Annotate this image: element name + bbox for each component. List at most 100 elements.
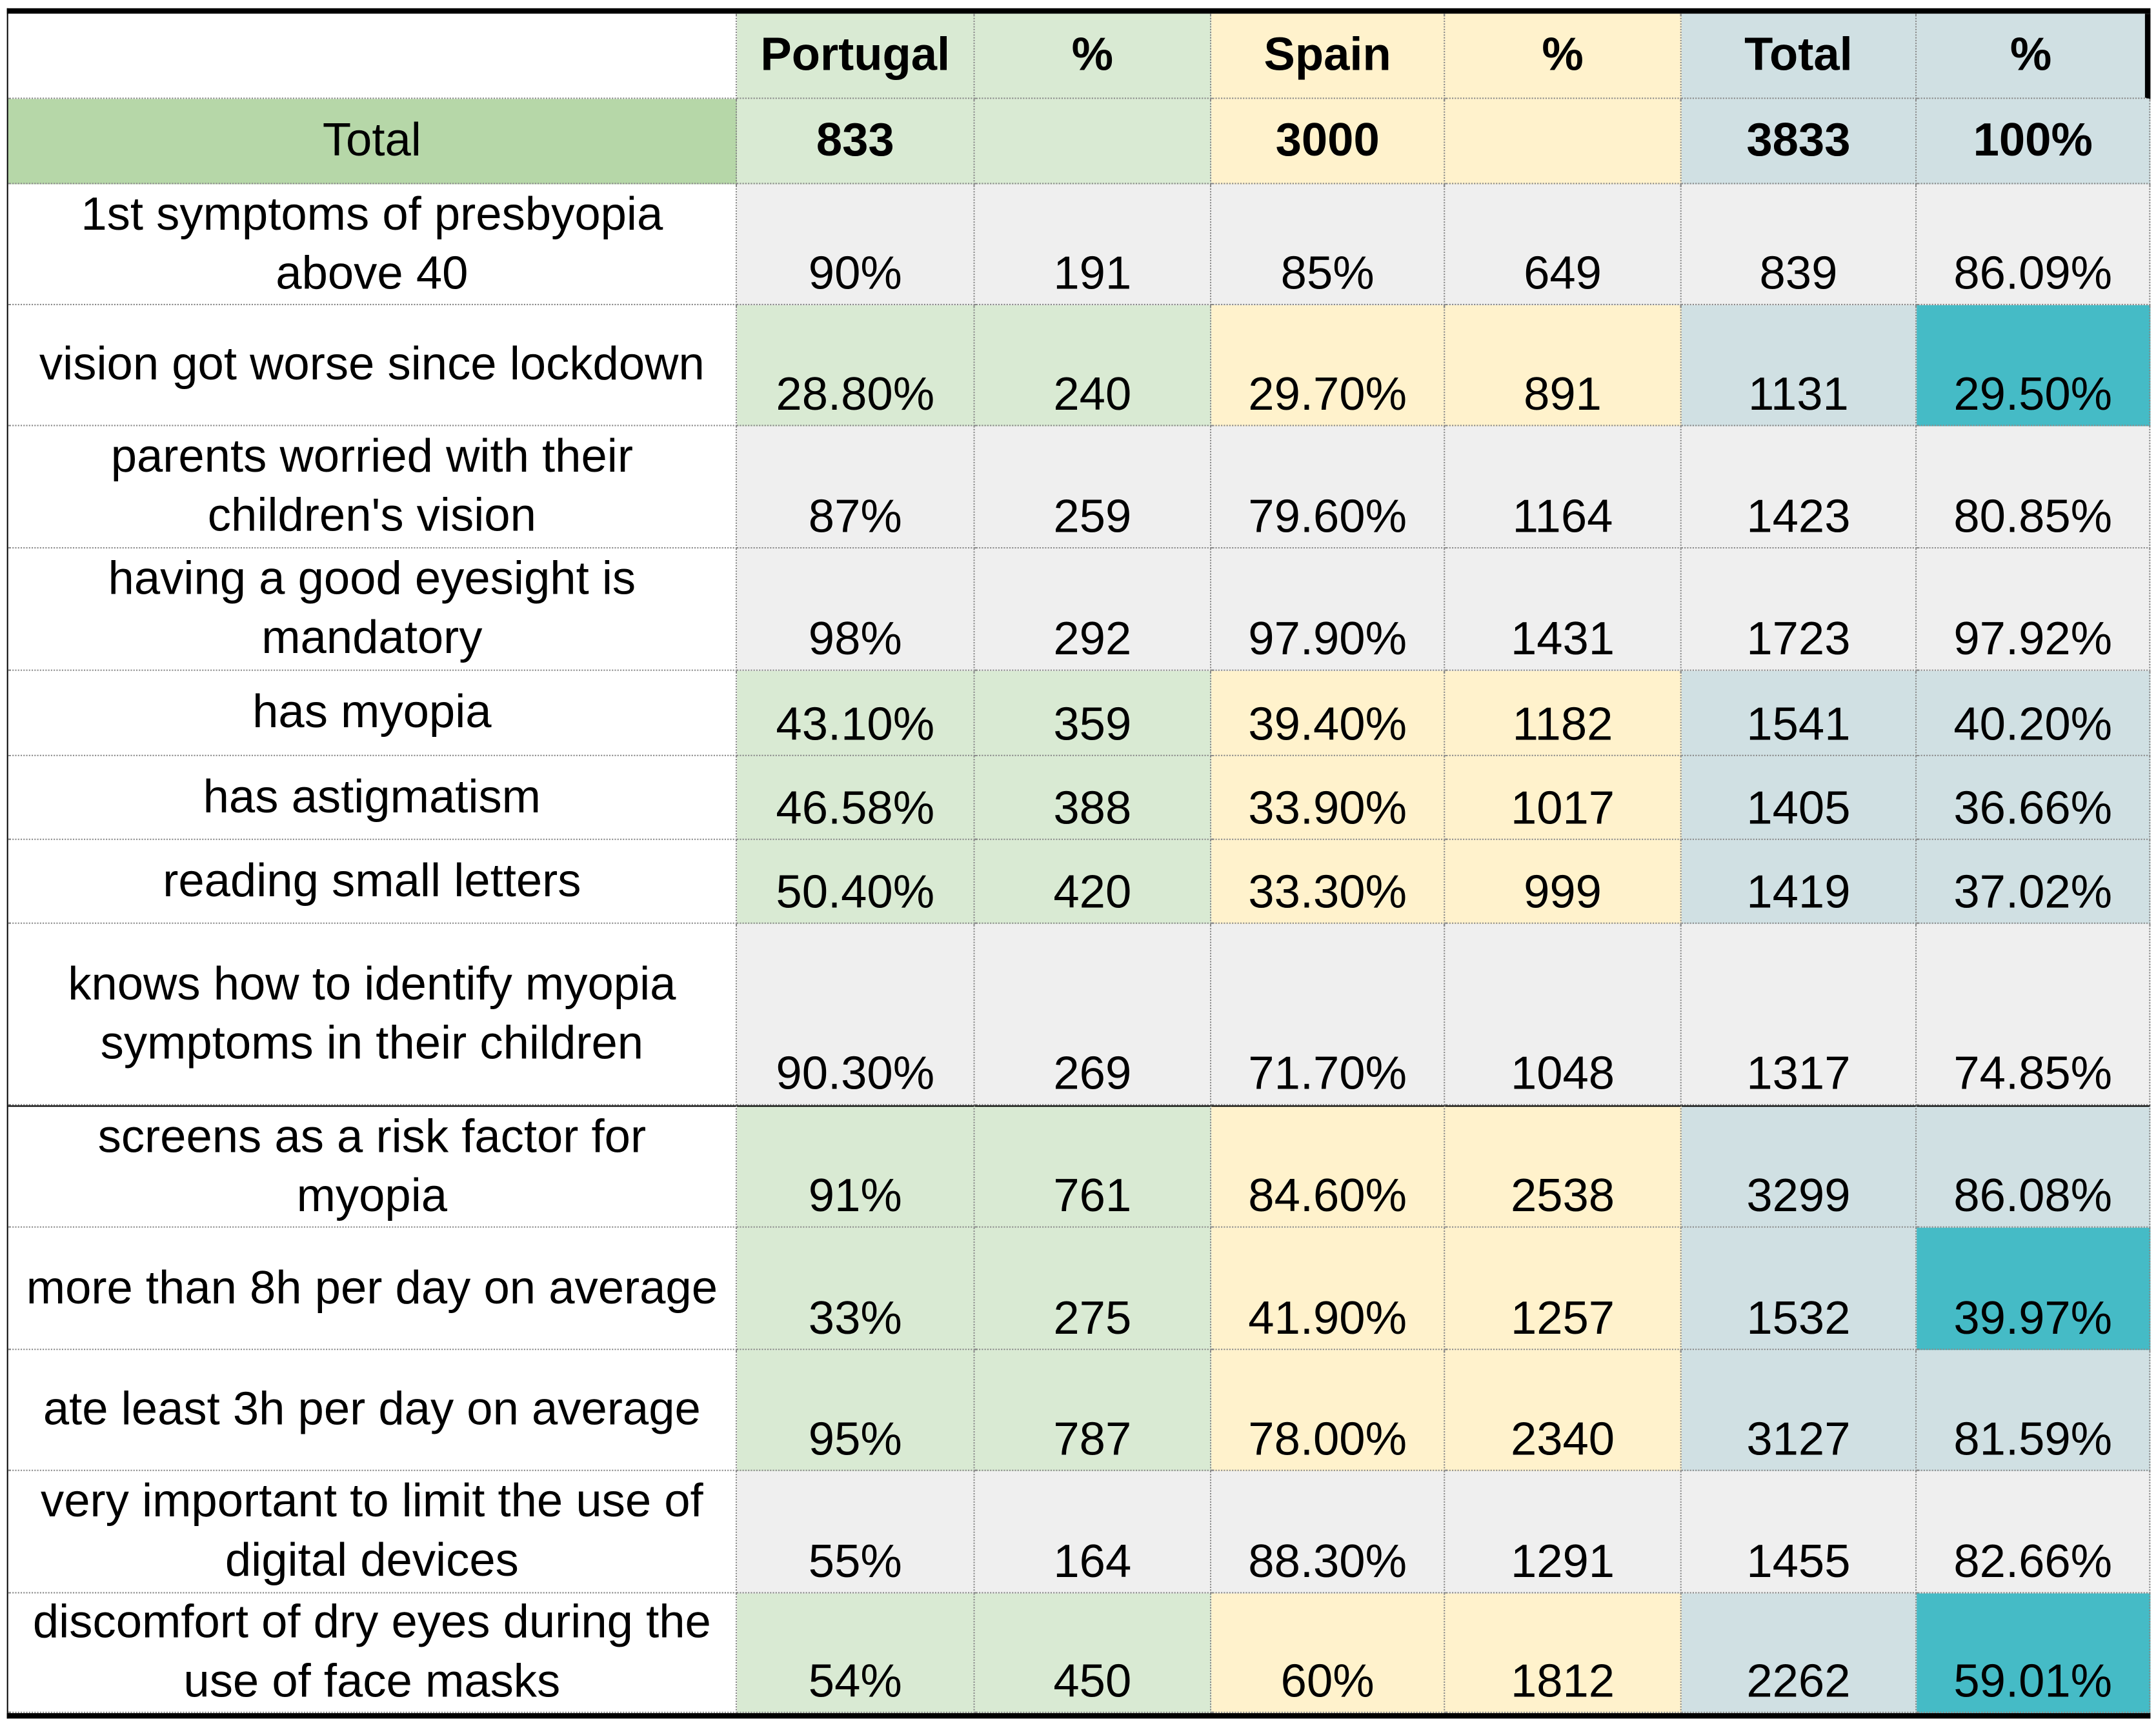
data-cell: 240	[974, 305, 1212, 427]
data-cell: 2340	[1445, 1350, 1682, 1471]
data-cell: 3299	[1681, 1105, 1917, 1228]
data-cell: 33%	[737, 1227, 975, 1351]
data-cell: 55%	[737, 1471, 975, 1594]
data-cell: 90%	[737, 184, 975, 306]
column-header: Spain	[1211, 14, 1446, 99]
row-label: having a good eyesight is mandatory	[8, 548, 738, 671]
column-header: %	[974, 14, 1212, 99]
data-cell: 2262	[1681, 1593, 1917, 1713]
data-cell: 1423	[1681, 426, 1917, 549]
data-cell: 84.60%	[1211, 1105, 1446, 1228]
data-cell: 87%	[737, 426, 975, 549]
data-cell: 1317	[1681, 923, 1917, 1106]
total-cell: 3833	[1681, 99, 1917, 185]
row-label: reading small letters	[8, 839, 738, 924]
data-cell: 40.20%	[1917, 670, 2151, 756]
data-cell: 36.66%	[1917, 756, 2151, 840]
row-label: parents worried with their children's vi…	[8, 426, 738, 549]
data-cell: 450	[974, 1593, 1212, 1713]
data-cell: 74.85%	[1917, 923, 2151, 1106]
column-header: %	[1445, 14, 1682, 99]
data-cell: 3127	[1681, 1350, 1917, 1471]
data-cell: 891	[1445, 305, 1682, 427]
data-cell: 1419	[1681, 839, 1917, 924]
data-cell: 292	[974, 548, 1212, 671]
column-header: Portugal	[737, 14, 975, 99]
data-cell: 60%	[1211, 1593, 1446, 1713]
data-cell: 79.60%	[1211, 426, 1446, 549]
empty-cell	[1445, 99, 1682, 185]
data-cell: 1723	[1681, 548, 1917, 671]
data-cell: 97.90%	[1211, 548, 1446, 671]
data-cell: 29.70%	[1211, 305, 1446, 427]
row-label: 1st symptoms of presbyopia above 40	[8, 184, 738, 306]
row-label: very important to limit the use of digit…	[8, 1471, 738, 1594]
column-header: Total	[1681, 14, 1917, 99]
data-cell: 39.40%	[1211, 670, 1446, 756]
data-cell: 37.02%	[1917, 839, 2151, 924]
data-cell: 259	[974, 426, 1212, 549]
total-cell: 833	[737, 99, 975, 185]
total-cell: 3000	[1211, 99, 1446, 185]
data-cell: 191	[974, 184, 1212, 306]
data-cell: 2538	[1445, 1105, 1682, 1228]
data-cell: 33.90%	[1211, 756, 1446, 840]
data-cell: 46.58%	[737, 756, 975, 840]
data-cell: 85%	[1211, 184, 1446, 306]
data-cell: 1431	[1445, 548, 1682, 671]
data-cell: 29.50%	[1917, 305, 2151, 427]
row-label: knows how to identify myopia symptoms in…	[8, 923, 738, 1106]
empty-cell	[974, 99, 1212, 185]
data-cell: 999	[1445, 839, 1682, 924]
data-cell: 54%	[737, 1593, 975, 1713]
data-cell: 50.40%	[737, 839, 975, 924]
column-header: %	[1917, 14, 2151, 99]
data-cell: 1164	[1445, 426, 1682, 549]
data-cell: 82.66%	[1917, 1471, 2151, 1594]
row-label: Total	[8, 99, 738, 185]
data-cell: 1812	[1445, 1593, 1682, 1713]
data-cell: 388	[974, 756, 1212, 840]
header-blank	[8, 14, 738, 99]
data-cell: 269	[974, 923, 1212, 1106]
data-cell: 81.59%	[1917, 1350, 2151, 1471]
data-cell: 86.09%	[1917, 184, 2151, 306]
data-cell: 1182	[1445, 670, 1682, 756]
data-cell: 71.70%	[1211, 923, 1446, 1106]
data-cell: 649	[1445, 184, 1682, 306]
data-cell: 1455	[1681, 1471, 1917, 1594]
row-label: has myopia	[8, 670, 738, 756]
data-cell: 33.30%	[1211, 839, 1446, 924]
data-cell: 39.97%	[1917, 1227, 2151, 1351]
data-cell: 98%	[737, 548, 975, 671]
data-cell: 1257	[1445, 1227, 1682, 1351]
data-cell: 420	[974, 839, 1212, 924]
data-cell: 1017	[1445, 756, 1682, 840]
data-cell: 97.92%	[1917, 548, 2151, 671]
row-label: has astigmatism	[8, 756, 738, 840]
data-cell: 1541	[1681, 670, 1917, 756]
table: Portugal% Spain% Total% Total 833 3000 3833 100…	[6, 8, 2151, 1719]
data-cell: 761	[974, 1105, 1212, 1228]
data-cell: 1291	[1445, 1471, 1682, 1594]
data-cell: 839	[1681, 184, 1917, 306]
data-cell: 86.08%	[1917, 1105, 2151, 1228]
data-cell: 88.30%	[1211, 1471, 1446, 1594]
row-label: vision got worse since lockdown	[8, 305, 738, 427]
data-cell: 41.90%	[1211, 1227, 1446, 1351]
data-cell: 59.01%	[1917, 1593, 2151, 1713]
row-label: discomfort of dry eyes during the use of…	[8, 1593, 738, 1713]
data-cell: 90.30%	[737, 923, 975, 1106]
total-cell: 100%	[1917, 99, 2151, 185]
data-cell: 1048	[1445, 923, 1682, 1106]
data-cell: 91%	[737, 1105, 975, 1228]
data-cell: 164	[974, 1471, 1212, 1594]
row-label: ate least 3h per day on average	[8, 1350, 738, 1471]
data-cell: 28.80%	[737, 305, 975, 427]
row-label: more than 8h per day on average	[8, 1227, 738, 1351]
data-cell: 1131	[1681, 305, 1917, 427]
data-cell: 43.10%	[737, 670, 975, 756]
data-cell: 1532	[1681, 1227, 1917, 1351]
